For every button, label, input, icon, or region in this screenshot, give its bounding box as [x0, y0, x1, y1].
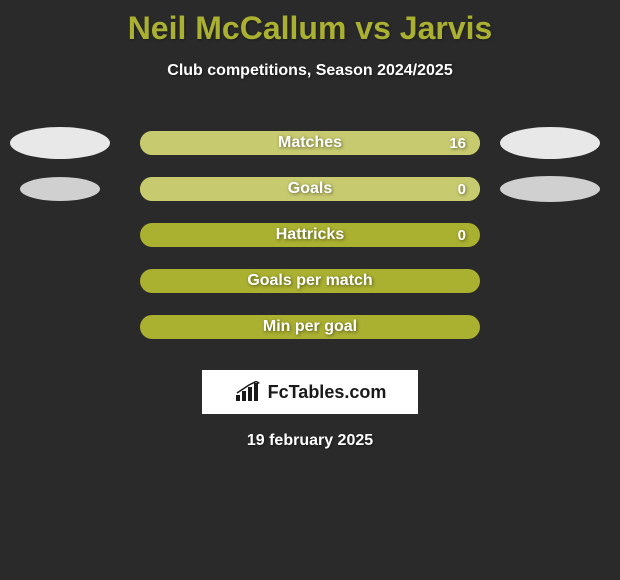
- stat-bar: Min per goal: [140, 315, 480, 339]
- stat-label: Goals per match: [247, 272, 372, 290]
- side-ellipse: [500, 127, 600, 159]
- side-ellipse: [20, 177, 100, 201]
- stat-label: Hattricks: [276, 226, 344, 244]
- stat-bar: Hattricks 0: [140, 223, 480, 247]
- stat-label: Matches: [278, 134, 342, 152]
- stat-row: Matches 16: [0, 120, 620, 166]
- stat-row: Goals 0: [0, 166, 620, 212]
- stat-bar: Matches 16: [140, 131, 480, 155]
- side-ellipse: [500, 176, 600, 202]
- chart-icon: [234, 381, 262, 403]
- stats-rows: Matches 16 Goals 0 Hattricks 0 Goals per match…: [0, 120, 620, 350]
- stat-value: 16: [449, 135, 466, 152]
- subtitle: Club competitions, Season 2024/2025: [0, 62, 620, 80]
- stat-row: Goals per match: [0, 258, 620, 304]
- stat-bar: Goals per match: [140, 269, 480, 293]
- logo-text: FcTables.com: [268, 382, 387, 403]
- page-title: Neil McCallum vs Jarvis: [0, 0, 620, 47]
- date: 19 february 2025: [0, 432, 620, 450]
- side-ellipse: [10, 127, 110, 159]
- stat-label: Min per goal: [263, 318, 357, 336]
- stat-bar: Goals 0: [140, 177, 480, 201]
- stat-value: 0: [458, 227, 466, 244]
- stat-row: Hattricks 0: [0, 212, 620, 258]
- stat-row: Min per goal: [0, 304, 620, 350]
- stat-label: Goals: [288, 180, 332, 198]
- logo-box: FcTables.com: [202, 370, 418, 414]
- stat-value: 0: [458, 181, 466, 198]
